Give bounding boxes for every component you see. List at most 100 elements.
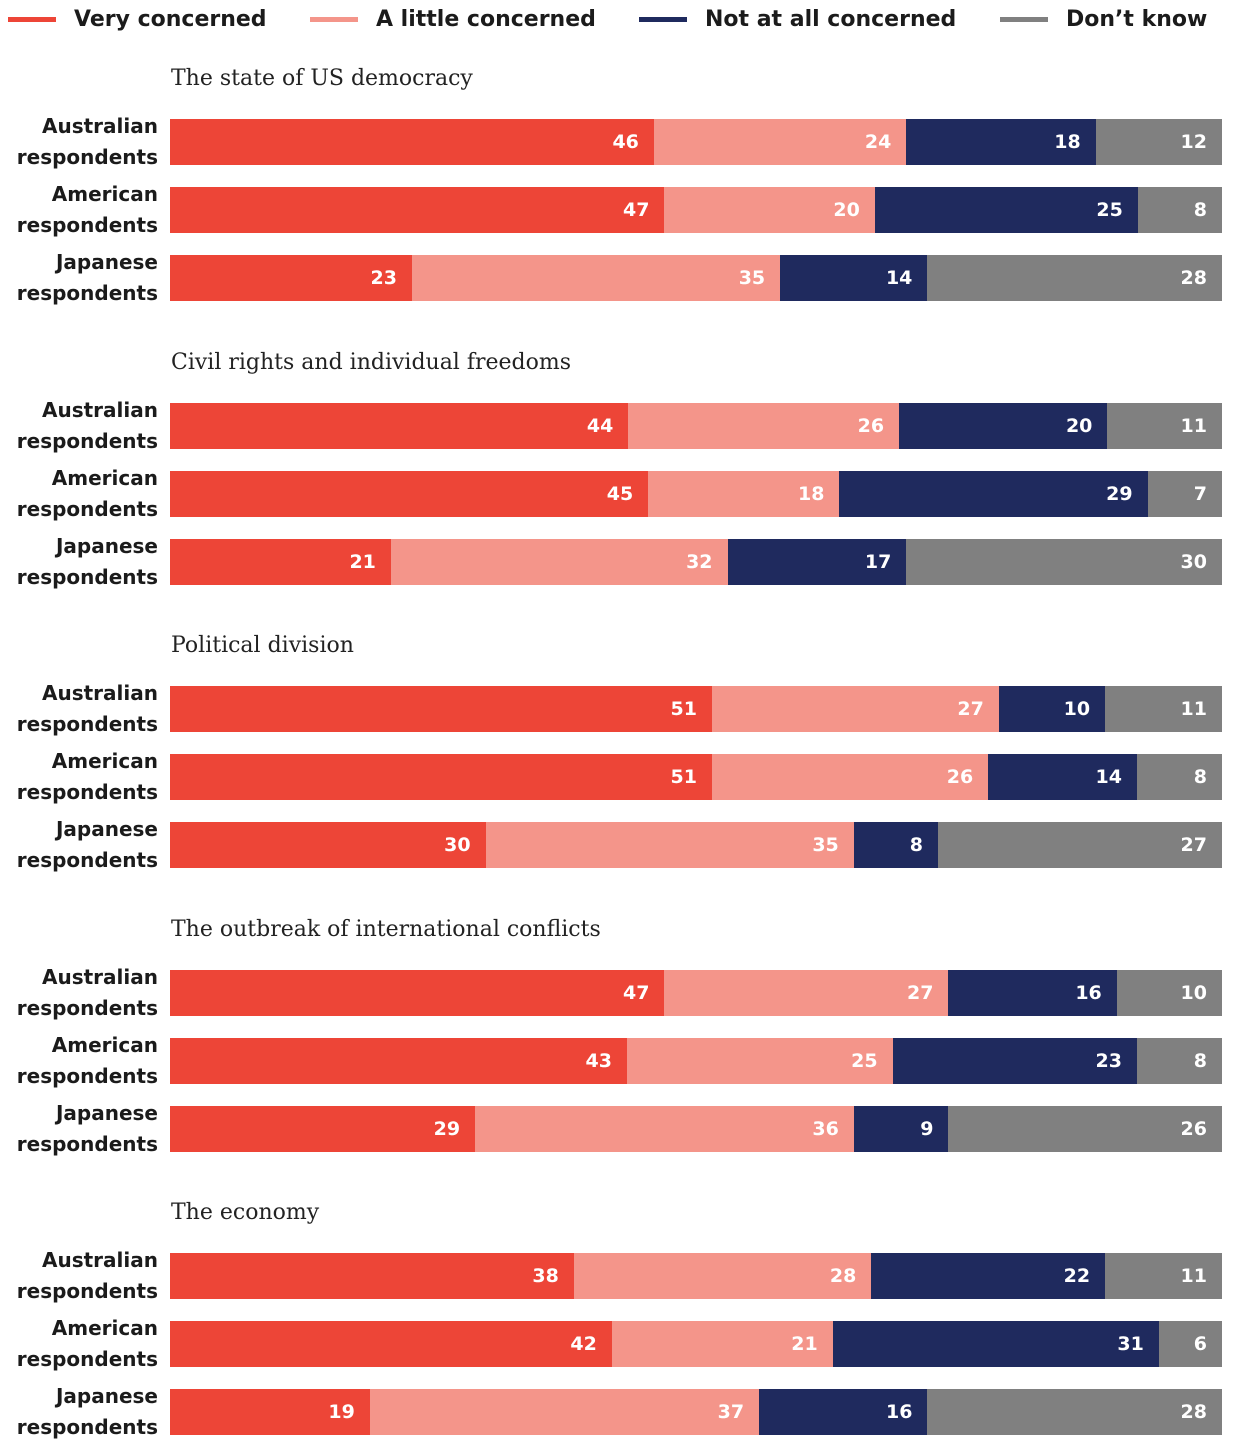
bar-value-label: 20 bbox=[833, 199, 860, 221]
bar-segment: 47 bbox=[170, 187, 665, 233]
bar-segment: 9 bbox=[853, 1105, 949, 1152]
bar-segment: 20 bbox=[664, 187, 875, 233]
legend-item-very-concerned: Very concerned bbox=[8, 4, 267, 34]
bar-segment: 27 bbox=[664, 969, 949, 1016]
bar-segment: 19 bbox=[170, 1389, 370, 1435]
bar-value-label: 8 bbox=[1193, 1049, 1207, 1072]
row-label-line: American bbox=[51, 749, 158, 773]
bar-segment: 10 bbox=[998, 686, 1106, 732]
row-label-line: Japanese bbox=[55, 1100, 158, 1125]
bar-value-label: 10 bbox=[1063, 698, 1091, 720]
bar-segment: 35 bbox=[411, 255, 781, 301]
bar-value-label: 11 bbox=[1180, 1265, 1207, 1287]
row-label-line: respondents bbox=[16, 1347, 158, 1371]
bar-value-label: 11 bbox=[1180, 414, 1207, 437]
row-label: Japanese respondents bbox=[0, 814, 158, 876]
row-label-line: respondents bbox=[16, 1131, 158, 1156]
bar-segment: 16 bbox=[759, 1389, 928, 1435]
panel-title: The economy bbox=[171, 1200, 320, 1225]
bar-value-label: 30 bbox=[444, 834, 471, 856]
bar-segment: 51 bbox=[170, 686, 712, 732]
bar-value-label: 45 bbox=[606, 482, 634, 505]
row-label: American respondents bbox=[0, 1030, 158, 1092]
bar-value-label: 35 bbox=[738, 267, 766, 289]
bar-segment: 11 bbox=[1105, 686, 1222, 732]
stacked-bar: 42 21 31 6 bbox=[170, 1321, 1222, 1367]
bar-segment: 14 bbox=[988, 754, 1137, 800]
bar-value-label: 11 bbox=[1180, 698, 1207, 720]
bar-segment: 24 bbox=[653, 119, 907, 165]
stacked-bar: 51 26 14 8 bbox=[170, 754, 1222, 800]
bar-value-label: 23 bbox=[370, 267, 397, 289]
legend-item-dont-know: Don’t know bbox=[1000, 4, 1207, 34]
row-label-line: respondents bbox=[16, 428, 158, 453]
bar-value-label: 27 bbox=[957, 698, 984, 720]
bar-segment: 21 bbox=[170, 538, 391, 585]
row-label-line: respondents bbox=[16, 995, 158, 1020]
bar-value-label: 37 bbox=[717, 1401, 745, 1423]
bar-value-label: 51 bbox=[670, 698, 697, 720]
bar-segment: 11 bbox=[1107, 402, 1222, 449]
bar-segment: 31 bbox=[832, 1321, 1159, 1367]
bar-segment: 18 bbox=[906, 119, 1096, 165]
row-label: American respondents bbox=[0, 1313, 158, 1375]
bar-segment: 26 bbox=[628, 402, 900, 449]
legend-label-not-at-all-concerned: Not at all concerned bbox=[705, 6, 957, 32]
bar-value-label: 20 bbox=[1065, 414, 1093, 437]
row-label: Japanese respondents bbox=[0, 1098, 158, 1160]
row-label-line: respondents bbox=[16, 1279, 158, 1303]
row-label: Australian respondents bbox=[0, 678, 158, 740]
legend-item-a-little-concerned: A little concerned bbox=[310, 4, 596, 34]
bar-value-label: 21 bbox=[791, 1333, 818, 1355]
bar-value-label: 19 bbox=[328, 1401, 355, 1423]
bar-segment: 37 bbox=[369, 1389, 760, 1435]
bar-value-label: 26 bbox=[1180, 1117, 1207, 1140]
bar-value-label: 38 bbox=[532, 1265, 559, 1287]
stacked-bar: 30 35 8 27 bbox=[170, 822, 1222, 868]
bar-segment: 23 bbox=[170, 255, 412, 301]
bar-value-label: 44 bbox=[586, 414, 614, 437]
bar-value-label: 47 bbox=[622, 199, 650, 221]
row-label-line: Japanese bbox=[55, 1384, 158, 1408]
bar-value-label: 14 bbox=[885, 267, 913, 289]
bar-value-label: 28 bbox=[829, 1265, 857, 1287]
bar-value-label: 32 bbox=[686, 550, 713, 573]
panel-title: Civil rights and individual freedoms bbox=[171, 349, 572, 375]
bar-value-label: 7 bbox=[1193, 482, 1207, 505]
row-label: Japanese respondents bbox=[0, 247, 158, 309]
legend-swatch-not-at-all-concerned bbox=[639, 16, 687, 22]
row-label-line: Australian bbox=[42, 1248, 158, 1272]
bar-segment: 44 bbox=[170, 402, 629, 449]
bar-value-label: 47 bbox=[622, 981, 650, 1004]
row-label-line: respondents bbox=[16, 145, 158, 169]
bar-segment: 43 bbox=[170, 1037, 627, 1084]
row-label-line: respondents bbox=[16, 1063, 158, 1088]
bar-segment: 23 bbox=[892, 1037, 1137, 1084]
bar-segment: 26 bbox=[711, 754, 989, 800]
panel-title: The state of US democracy bbox=[171, 66, 473, 91]
bar-segment: 10 bbox=[1116, 969, 1222, 1016]
row-label-line: respondents bbox=[16, 780, 158, 804]
row-label-line: Japanese bbox=[55, 533, 158, 558]
bar-value-label: 16 bbox=[1075, 981, 1102, 1004]
bar-segment: 27 bbox=[937, 822, 1222, 868]
row-label-line: Australian bbox=[42, 681, 158, 705]
bar-segment: 36 bbox=[475, 1105, 854, 1152]
bar-value-label: 16 bbox=[885, 1401, 913, 1423]
stacked-bar: 43 25 23 8 bbox=[170, 1037, 1222, 1084]
bar-segment: 47 bbox=[170, 969, 665, 1016]
row-label-line: respondents bbox=[16, 213, 158, 237]
bar-value-label: 26 bbox=[946, 766, 974, 788]
bar-segment: 45 bbox=[170, 470, 649, 517]
panel-title: Political division bbox=[171, 633, 354, 658]
bar-segment: 25 bbox=[626, 1037, 893, 1084]
row-label: American respondents bbox=[0, 746, 158, 808]
bar-segment: 11 bbox=[1105, 1253, 1222, 1299]
row-label-line: American bbox=[51, 1032, 158, 1057]
bar-segment: 14 bbox=[780, 255, 928, 301]
bar-segment: 26 bbox=[948, 1105, 1222, 1152]
stacked-bar: 38 28 22 11 bbox=[170, 1253, 1222, 1299]
stacked-bar: 51 27 10 11 bbox=[170, 686, 1222, 732]
bar-segment: 51 bbox=[170, 754, 712, 800]
bar-value-label: 46 bbox=[612, 131, 639, 153]
